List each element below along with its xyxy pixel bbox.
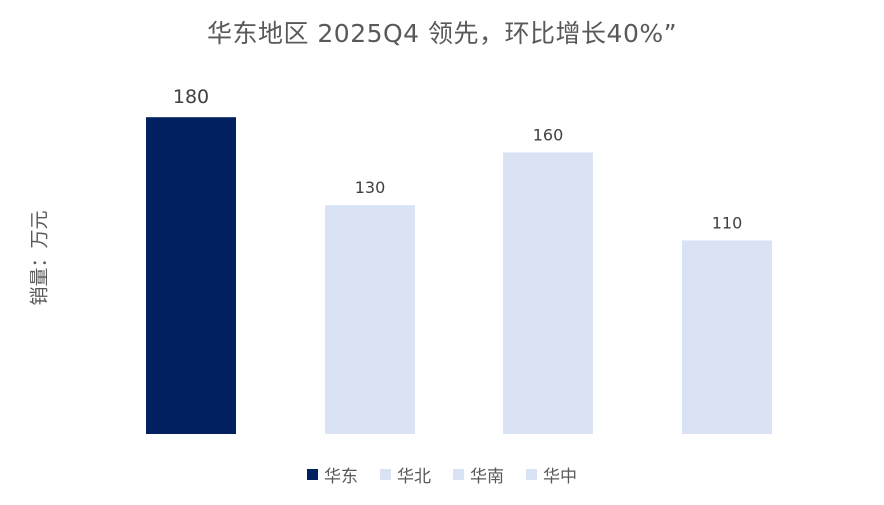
bar-华南 <box>503 152 593 434</box>
legend: 华东 华北 华南 华中 <box>0 462 884 487</box>
legend-label: 华东 <box>324 467 358 487</box>
legend-swatch <box>380 469 391 480</box>
legend-item-华中: 华中 <box>526 462 577 487</box>
chart-title: 华东地区 2025Q4 领先，环比增长40%” <box>206 19 678 48</box>
legend-label: 华南 <box>470 467 504 487</box>
bar-华东 <box>146 117 236 434</box>
legend-item-华南: 华南 <box>453 462 504 487</box>
legend-swatch <box>526 469 537 480</box>
data-label-华南: 160 <box>533 125 564 144</box>
data-label-华北: 130 <box>355 178 386 197</box>
bar-华北 <box>325 205 415 434</box>
legend-swatch <box>453 469 464 480</box>
legend-item-华东: 华东 <box>307 462 358 487</box>
legend-label: 华北 <box>397 467 431 487</box>
legend-label: 华中 <box>543 467 577 487</box>
data-label-华中: 110 <box>712 213 743 232</box>
data-label-华东: 180 <box>173 86 209 108</box>
legend-swatch <box>307 469 318 480</box>
bar-华中 <box>682 240 772 434</box>
legend-item-华北: 华北 <box>380 462 431 487</box>
